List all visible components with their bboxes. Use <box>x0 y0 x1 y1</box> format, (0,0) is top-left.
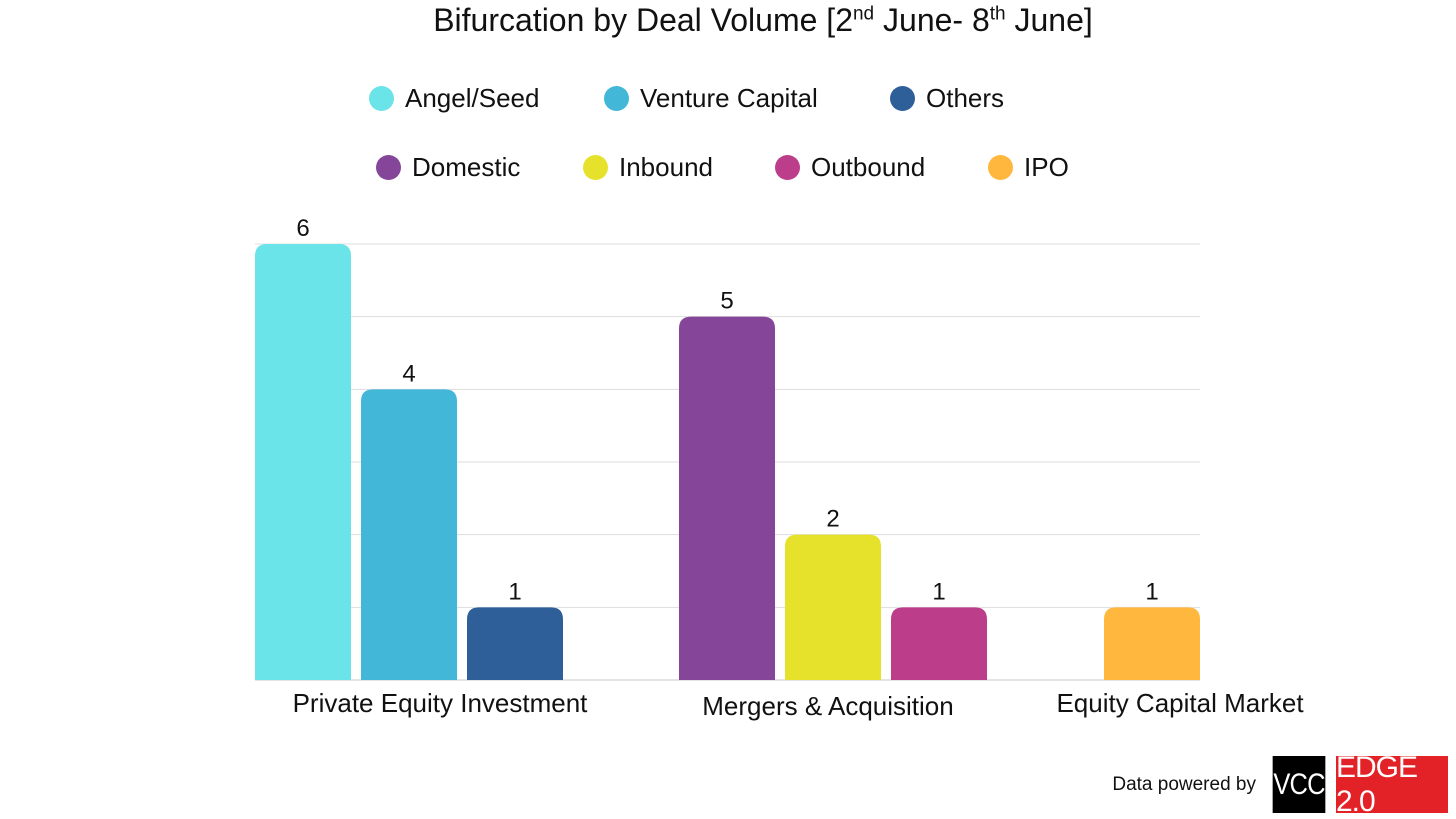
legend-item-outbound: Outbound <box>775 147 925 187</box>
legend-swatch-venture-capital <box>604 85 629 111</box>
data-label: 6 <box>296 215 309 242</box>
chart-title: Bifurcation by Deal Volume [2nd June- 8t… <box>433 2 1093 38</box>
category-label-private-equity: Private Equity Investment <box>292 688 588 718</box>
bar-others <box>467 607 563 680</box>
legend-row-2: Domestic Inbound Outbound IPO <box>0 147 1456 187</box>
legend-label: Others <box>926 82 1005 113</box>
legend-item-venture-capital: Venture Capital <box>604 78 818 118</box>
legend-item-inbound: Inbound <box>583 147 713 187</box>
bar-domestic <box>679 316 775 680</box>
legend-label: IPO <box>1024 151 1069 182</box>
edge-logo: EDGE 2.0 <box>1336 751 1448 818</box>
data-label: 1 <box>508 578 521 605</box>
legend-label: Inbound <box>619 151 713 182</box>
data-label: 5 <box>720 288 733 315</box>
footer-attribution: Data powered by VCC EDGE 2.0 <box>1112 751 1448 818</box>
legend-item-domestic: Domestic <box>376 147 520 187</box>
legend-label: Domestic <box>412 151 521 182</box>
bar-ipo <box>1104 607 1200 680</box>
data-label: 1 <box>1145 578 1158 605</box>
legend-label: Outbound <box>811 151 926 182</box>
legend-label: Venture Capital <box>640 82 818 113</box>
legend-label: Angel/Seed <box>405 82 540 113</box>
legend-swatch-outbound <box>775 154 800 180</box>
data-label: 2 <box>826 506 839 533</box>
data-label: 4 <box>402 360 415 387</box>
bar-venture-capital <box>361 389 457 680</box>
bar-angel-seed <box>255 244 351 680</box>
category-label-mergers-acquisition: Mergers & Acquisition <box>702 691 954 721</box>
legend-item-others: Others <box>890 78 1004 118</box>
data-label: 1 <box>932 578 945 605</box>
legend-swatch-angel-seed <box>369 85 394 111</box>
category-label-equity-capital-market: Equity Capital Market <box>1056 688 1304 718</box>
vcc-logo: VCC <box>1272 756 1325 813</box>
legend-swatch-others <box>890 85 915 111</box>
legend-swatch-domestic <box>376 154 401 180</box>
bar-outbound <box>891 607 987 680</box>
legend-item-ipo: IPO <box>988 147 1069 187</box>
bar-inbound <box>785 534 881 680</box>
legend-item-angel-seed: Angel/Seed <box>369 78 539 118</box>
footer-text: Data powered by <box>1112 773 1256 795</box>
legend-swatch-ipo <box>988 154 1013 180</box>
legend-swatch-inbound <box>583 154 608 180</box>
legend-row-1: Angel/Seed Venture Capital Others <box>0 78 1456 118</box>
